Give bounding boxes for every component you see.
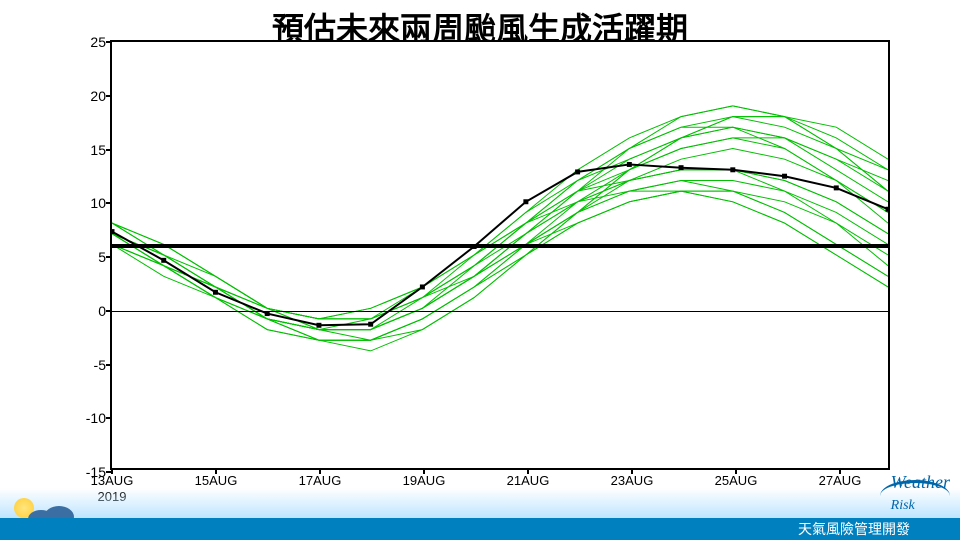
y-tick-label: 20	[72, 88, 106, 104]
y-tick-label: -5	[72, 357, 106, 373]
y-tick-mark	[106, 41, 112, 43]
mean-marker	[265, 311, 270, 316]
y-tick-mark	[106, 417, 112, 419]
y-tick-mark	[106, 256, 112, 258]
y-tick-label: 5	[72, 249, 106, 265]
y-tick-mark	[106, 364, 112, 366]
ensemble-line	[112, 127, 888, 329]
y-tick-label: -10	[72, 410, 106, 426]
mean-marker	[112, 229, 114, 234]
x-tick-label: 25AUG	[715, 473, 758, 488]
y-tick-label: 25	[72, 34, 106, 50]
y-tick-mark	[106, 95, 112, 97]
mean-marker	[627, 162, 632, 167]
x-tick-label: 21AUG	[507, 473, 550, 488]
mean-marker	[523, 199, 528, 204]
mean-marker	[161, 258, 166, 263]
y-tick-label: 15	[72, 142, 106, 158]
x-tick-label: 27AUG	[819, 473, 862, 488]
mean-marker	[679, 165, 684, 170]
y-tick-label: 10	[72, 195, 106, 211]
y-tick-mark	[106, 149, 112, 151]
mean-marker	[782, 174, 787, 179]
mean-marker	[730, 167, 735, 172]
chart-plot: -15-10-5051015202513AUG201915AUG17AUG19A…	[110, 40, 890, 470]
mean-marker	[420, 284, 425, 289]
mean-marker	[886, 207, 888, 212]
chart-container: -15-10-5051015202513AUG201915AUG17AUG19A…	[70, 40, 890, 495]
x-tick-label: 13AUG	[91, 473, 134, 488]
chart-svg	[112, 42, 888, 468]
y-tick-mark	[106, 202, 112, 204]
mean-marker	[316, 323, 321, 328]
x-tick-label: 15AUG	[195, 473, 238, 488]
ensemble-line	[112, 127, 888, 329]
y-tick-label: 0	[72, 303, 106, 319]
mean-marker	[368, 322, 373, 327]
mean-marker	[575, 169, 580, 174]
mean-marker	[213, 290, 218, 295]
brand-logo: WeatherRisk	[891, 472, 950, 514]
footer-bar: 天氣風險管理開發	[0, 518, 960, 540]
zero-line	[112, 311, 888, 312]
ensemble-line	[112, 117, 888, 341]
reference-line	[112, 244, 888, 248]
x-tick-label: 17AUG	[299, 473, 342, 488]
footer-sky	[0, 488, 960, 518]
x-tick-label: 19AUG	[403, 473, 446, 488]
mean-marker	[834, 185, 839, 190]
x-tick-label: 23AUG	[611, 473, 654, 488]
